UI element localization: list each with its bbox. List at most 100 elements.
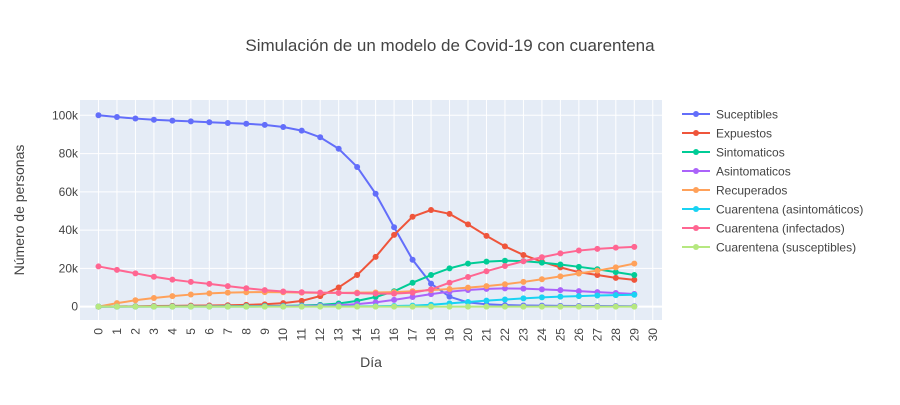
y-tick-label: 60k [59,185,79,199]
data-point [206,119,213,126]
x-tick-label: 24 [535,328,549,342]
data-point [409,289,416,296]
data-point [280,303,287,310]
legend-item[interactable]: Cuarentena (asintomáticos) [682,203,863,217]
legend-marker [693,168,699,174]
data-point [465,273,471,280]
data-point [372,190,379,197]
data-point [631,303,638,310]
y-tick-label: 20k [59,261,79,275]
data-point [391,290,398,297]
data-point [187,291,194,298]
data-point [243,285,250,292]
data-point [243,120,250,127]
data-point [557,273,564,280]
x-tick-label: 26 [572,328,586,342]
x-tick-label: 23 [516,328,530,342]
data-point [187,303,194,310]
x-tick-label: 5 [184,328,198,335]
y-tick-labels: 0 20k 40k 60k 80k 100k [52,108,79,313]
chart-title: Simulación de un modelo de Covid-19 con … [245,36,655,55]
data-point [520,278,527,285]
data-point [612,269,619,276]
data-point [631,276,638,283]
data-point [483,283,490,290]
data-point [501,285,508,292]
data-point [243,303,250,310]
x-tick-label: 16 [387,328,401,342]
x-tick-label: 27 [590,328,604,342]
legend-label: Recuperados [716,184,787,198]
legend-item[interactable]: Asintomaticos [682,165,791,179]
data-point [391,296,398,303]
data-point [428,272,435,279]
legend-item[interactable]: Suceptibles [682,108,778,122]
x-tick-label: 15 [369,328,383,342]
data-point [483,303,490,310]
data-point [409,294,416,301]
data-point [428,280,435,287]
data-point [354,272,361,279]
data-point [557,293,564,300]
x-tick-label: 10 [276,328,290,342]
data-point [483,297,490,304]
legend-item[interactable]: Recuperados [682,184,787,198]
x-tick-label: 20 [461,328,475,342]
legend-label: Cuarentena (infectados) [716,222,845,236]
x-tick-label: 25 [553,328,567,342]
data-point [557,250,564,257]
legend-marker [693,225,699,231]
data-point [280,123,287,130]
data-point [631,243,638,250]
data-point [575,247,582,254]
legend-label: Cuarentena (susceptibles) [716,241,856,255]
x-tick-label: 0 [91,328,105,335]
x-tick-label: 3 [147,328,161,335]
series-line [98,245,635,295]
x-tick-label: 13 [332,328,346,342]
x-tick-label: 1 [110,328,124,335]
data-point [520,303,527,310]
data-point [483,258,490,265]
data-point [557,261,564,268]
data-point [150,303,157,310]
legend-item[interactable]: Cuarentena (infectados) [682,222,845,236]
data-point [501,257,508,264]
data-point [612,292,619,299]
x-tick-label: 17 [406,328,420,342]
legend-item[interactable]: Sintomaticos [682,146,785,160]
data-point [354,303,361,310]
data-point [150,295,157,301]
data-point [409,256,416,263]
x-tick-label: 7 [221,328,235,335]
data-point [538,286,545,293]
data-point [261,121,268,128]
data-point [169,293,176,300]
data-point [372,290,379,297]
legend-marker [693,187,699,193]
data-point [169,276,176,283]
data-point [391,303,398,310]
data-point [169,117,176,124]
x-axis-title: Día [360,354,382,370]
legend-label: Suceptibles [716,108,778,122]
data-point [446,303,453,310]
data-point [465,221,471,228]
data-point [354,163,361,170]
data-point [428,303,435,310]
data-point [113,114,120,121]
legend: Suceptibles Expuestos Sintomaticos Asintoma… [682,108,863,255]
legend-label: Cuarentena (asintomáticos) [716,203,863,217]
data-point [169,303,176,310]
data-point [520,258,527,265]
x-tick-label: 21 [479,328,493,342]
legend-label: Expuestos [716,127,772,141]
data-point [224,289,231,296]
legend-item[interactable]: Cuarentena (susceptibles) [682,241,856,255]
data-point [298,289,305,296]
data-point [372,253,379,260]
data-point [95,303,102,310]
data-point [446,210,453,217]
data-point [465,284,471,291]
legend-item[interactable]: Expuestos [682,127,772,141]
